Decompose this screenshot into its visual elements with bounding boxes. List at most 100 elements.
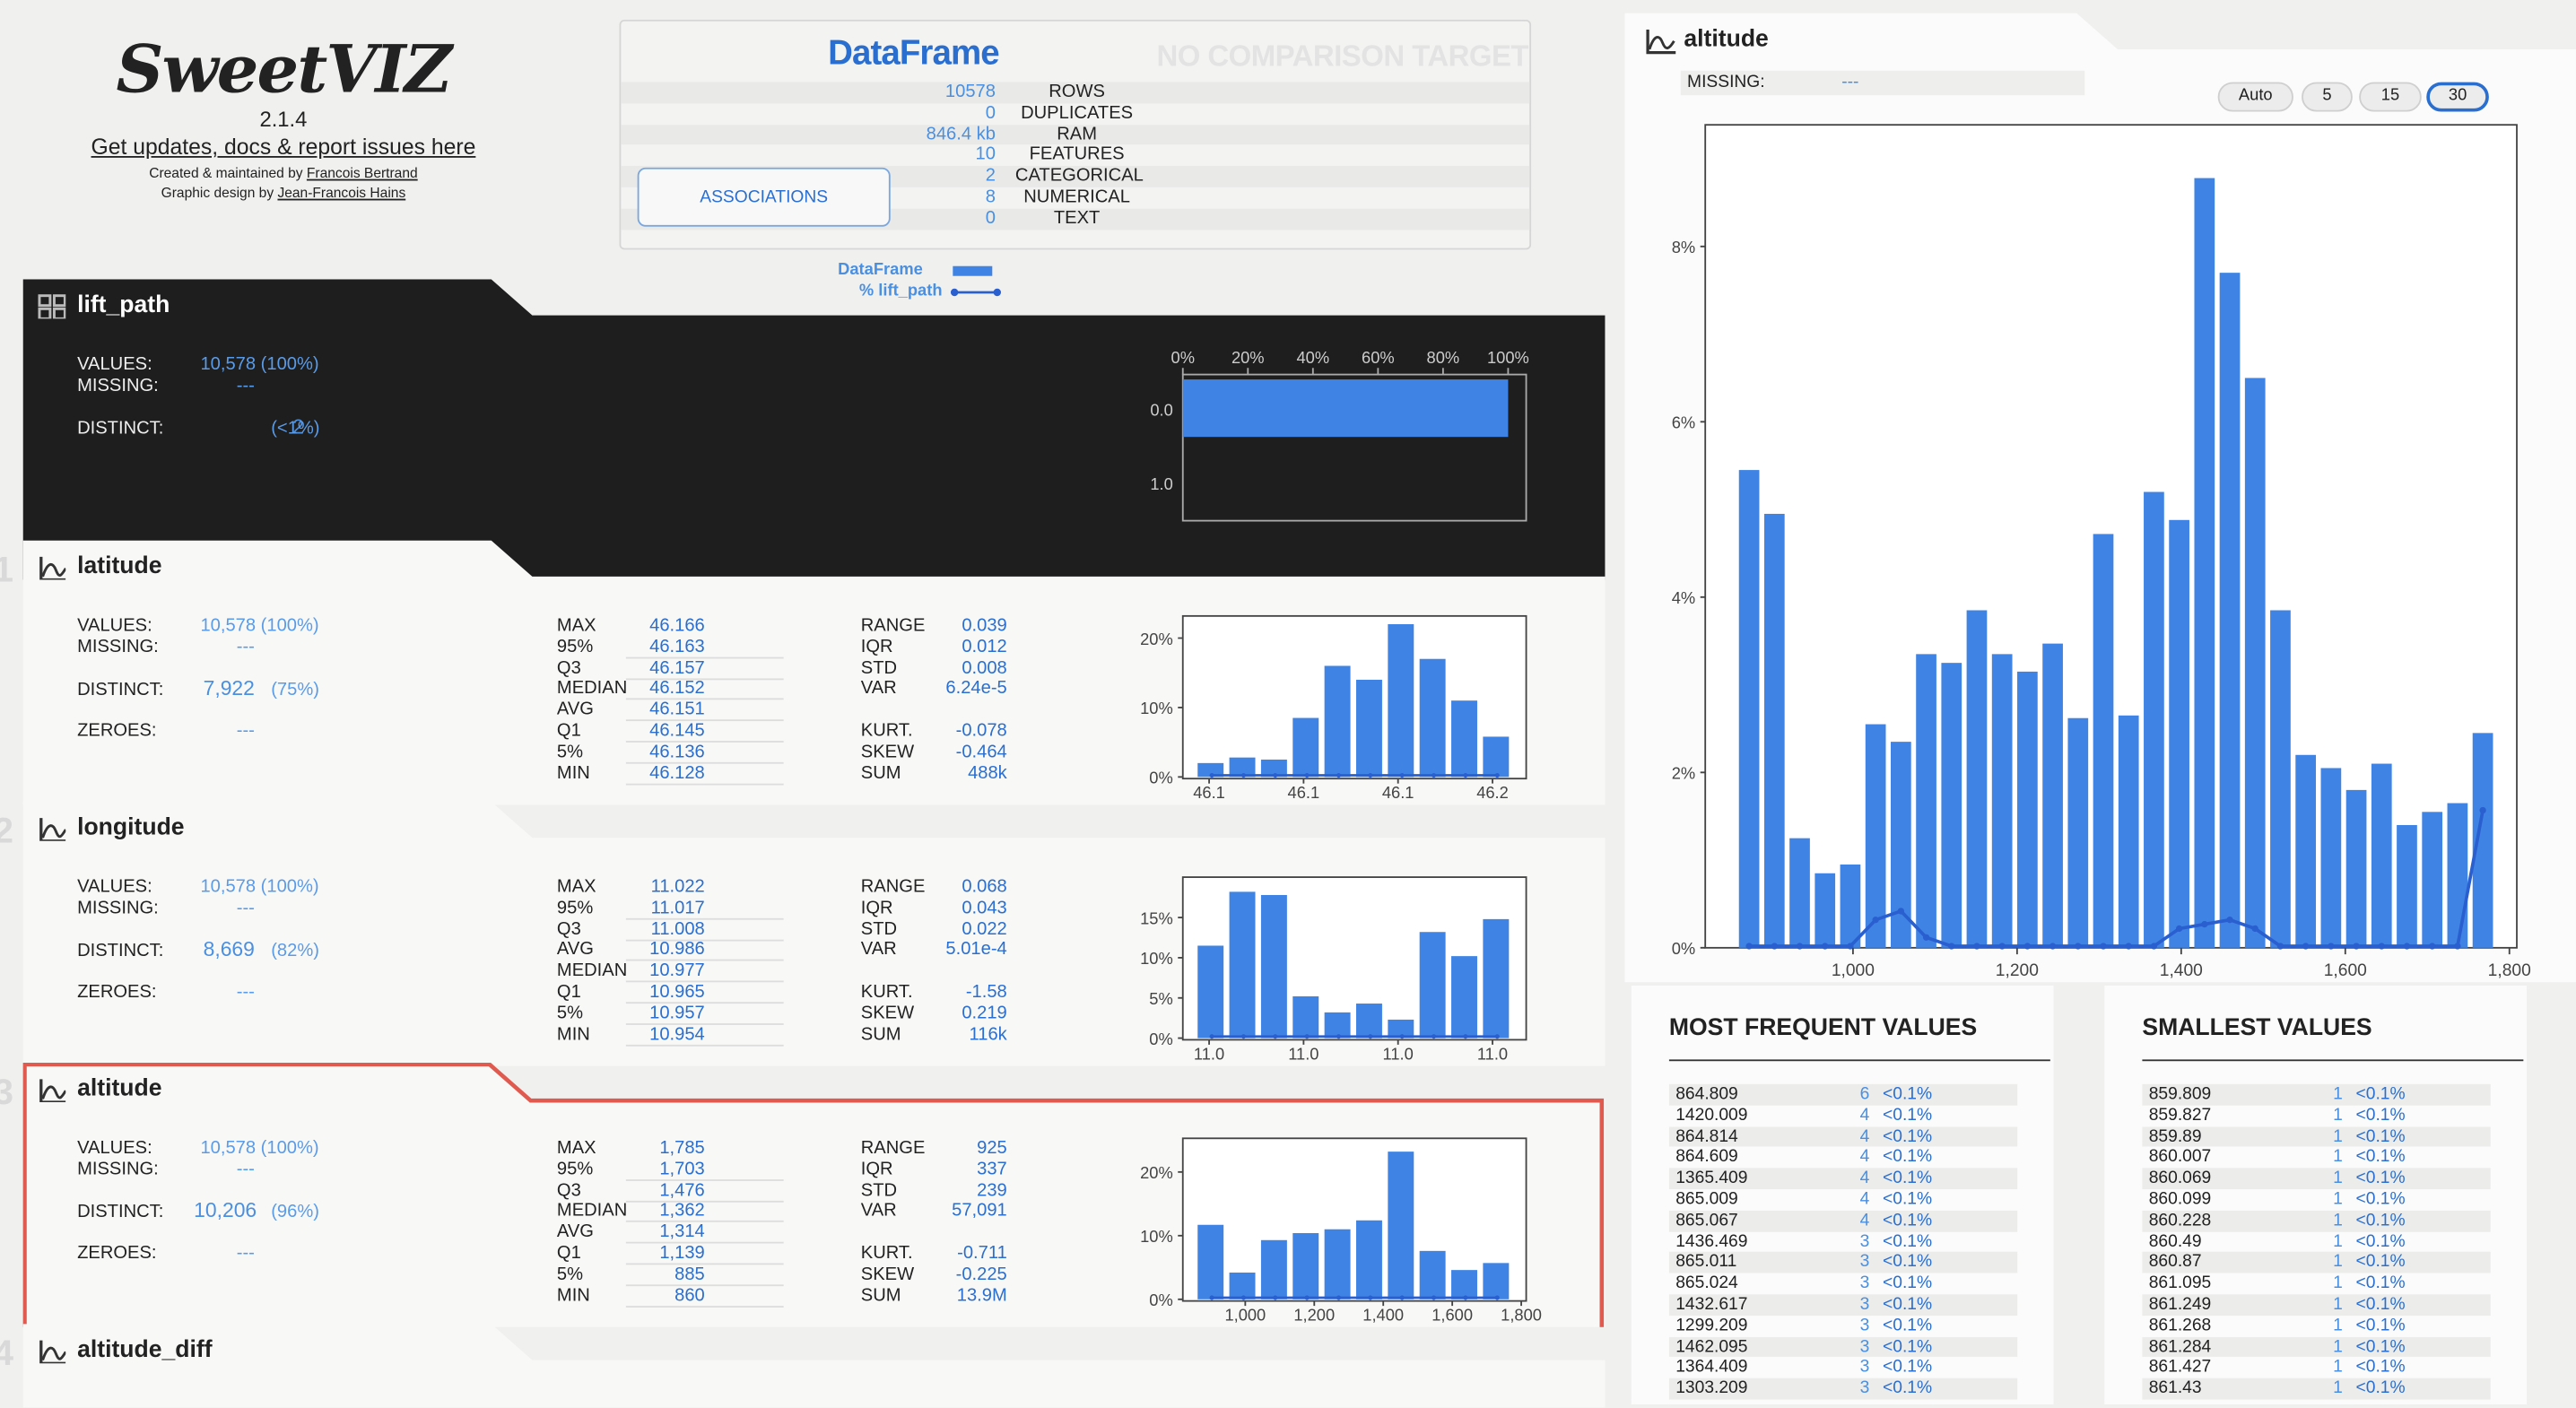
summary-row: 846.4 kb RAM [621, 124, 1530, 145]
updates-link[interactable]: Get updates, docs & report issues here [91, 135, 476, 160]
bin-button-15[interactable]: 15 [2359, 82, 2422, 112]
lift-path-bar-chart: 0% 20% 40% 60% 80% 100% 0.0 1.0 [1150, 348, 1529, 522]
quantile-row: Q3 11.008 [557, 919, 705, 940]
bar [1483, 918, 1510, 1039]
stat-row: SUM 116k [861, 1024, 1007, 1045]
feature-card-altitude[interactable]: altitude VALUES: MISSING: DISTINCT: ZEROES: 1… [22, 1063, 1606, 1327]
quantile-row: AVG 10.986 [557, 940, 705, 960]
value-row: 1436.469 3 <0.1% [1669, 1231, 2017, 1252]
quantile-row: MAX 11.022 [557, 877, 705, 898]
lift-path-point [1431, 1034, 1437, 1039]
percent-cell: <0.1% [1883, 1294, 1933, 1315]
lift-path-point [2175, 925, 2183, 933]
x-tick-label: 1,800 [1501, 1306, 1542, 1325]
lift-path-point [1336, 1034, 1342, 1039]
stat-value: 11.017 [650, 898, 705, 918]
quantile-row: Q1 1,139 [557, 1244, 705, 1265]
value-cell: 1364.409 [1675, 1357, 1748, 1378]
count-cell: 1 [2333, 1189, 2343, 1210]
feature-card-longitude[interactable]: longitude VALUES: MISSING: DISTINCT: ZEROES:… [22, 801, 1606, 1066]
card-background [22, 1324, 1606, 1408]
stat-value: 5.01e-4 [945, 940, 1007, 960]
summary-value: 846.4 kb [926, 124, 996, 144]
count-cell: 1 [2333, 1168, 2343, 1188]
x-tick-label: 11.0 [1194, 1044, 1224, 1063]
numeric-feature-icon [39, 1340, 66, 1364]
lift-path-point [1431, 772, 1437, 778]
lift-path-point [2150, 943, 2158, 950]
lift-path-point [1431, 1295, 1437, 1300]
stat-value: 10.977 [649, 960, 705, 981]
stat-label: MAX [556, 615, 596, 636]
lift-path-point [1240, 772, 1246, 778]
stat-value: 6.24e-5 [945, 679, 1007, 700]
lift-path-point [1209, 772, 1214, 778]
percent-cell: <0.1% [1883, 1147, 1933, 1168]
bar [2244, 378, 2266, 948]
x-tick-label: 0% [1171, 348, 1195, 367]
legend-series-lift-path: % lift_path [859, 281, 1023, 302]
x-tick-label: 40% [1297, 348, 1330, 367]
percent-cell: <0.1% [1883, 1378, 1933, 1399]
value-cell: 859.809 [2148, 1083, 2212, 1104]
summary-label: CATEGORICAL [1014, 166, 1144, 187]
percent-cell: <0.1% [1883, 1252, 1933, 1273]
detail-title: altitude [1684, 26, 1769, 53]
stat-label: KURT. [860, 721, 913, 742]
stat-value: 0.022 [962, 918, 1007, 939]
count-cell: 1 [2333, 1252, 2343, 1273]
distinct-count: 10,206 [194, 1199, 257, 1222]
value-cell: 865.011 [1675, 1252, 1737, 1273]
stat-label: STD [860, 918, 898, 939]
values-count: 10,578 (100%) [200, 354, 319, 375]
lift-path-point [1209, 1034, 1214, 1039]
x-tick-label: 11.0 [1288, 1044, 1318, 1063]
bar [1388, 624, 1414, 778]
designer-link[interactable]: Jean-Francois Hains [277, 184, 406, 201]
lift-path-point [1973, 943, 1980, 950]
feature-card-latitude[interactable]: latitude VALUES: MISSING: DISTINCT: ZEROES: 1… [22, 540, 1606, 805]
stat-label: 5% [556, 1003, 584, 1023]
quantile-row: 95% 46.163 [557, 637, 705, 657]
summary-value: 10 [975, 144, 996, 165]
bar [2118, 715, 2139, 948]
y-tick-label: 4% [1672, 588, 1695, 607]
y-tick-label: 6% [1672, 413, 1695, 432]
y-tick-label: 10% [1140, 699, 1173, 717]
author-link[interactable]: Francois Bertrand [306, 164, 418, 181]
value-row: 860.069 1 <0.1% [2142, 1168, 2491, 1190]
value-row: 860.099 1 <0.1% [2142, 1189, 2490, 1210]
detail-missing-row: MISSING: --- [1680, 70, 2085, 96]
quantile-row: Q3 1,476 [557, 1180, 705, 1201]
bin-button-auto[interactable]: Auto [2217, 82, 2293, 112]
numeric-feature-icon [1646, 29, 1676, 55]
bin-button-5[interactable]: 5 [2302, 82, 2353, 112]
bar [2144, 491, 2164, 948]
numeric-feature-icon [39, 1079, 66, 1103]
smallest-values-title: SMALLEST VALUES [2142, 1014, 2372, 1042]
percent-cell: <0.1% [1883, 1230, 1933, 1251]
bar [1260, 759, 1287, 778]
count-cell: 1 [2333, 1357, 2343, 1378]
value-row: 861.427 1 <0.1% [2142, 1358, 2490, 1378]
credit-line-1: Created & maintained by Francois Bertran… [149, 164, 418, 181]
stat-label: Q1 [556, 721, 581, 742]
feature-card-altitude-diff[interactable]: altitude_diff [22, 1324, 1606, 1408]
stat-value: 46.163 [649, 637, 705, 657]
count-cell: 3 [1859, 1273, 1870, 1293]
stat-label: Q1 [556, 982, 581, 1003]
bin-button-30[interactable]: 30 [2426, 82, 2489, 112]
y-tick-label: 10% [1140, 1227, 1173, 1246]
lift-path-point [1494, 772, 1500, 778]
stat-value: 860 [674, 1285, 705, 1306]
lift-path-point [2353, 943, 2360, 950]
bar [1840, 864, 1861, 948]
y-tick-label: 20% [1140, 630, 1173, 648]
associations-button[interactable]: ASSOCIATIONS [637, 167, 891, 227]
values-count: 10,578 (100%) [200, 1138, 319, 1159]
lift-path-point [2075, 943, 2082, 950]
stat-row: SKEW -0.225 [861, 1265, 1007, 1285]
most-frequent-title: MOST FREQUENT VALUES [1668, 1014, 1978, 1042]
feature-card-lift-path[interactable]: lift_path VALUES: MISSING: DISTINCT: 10,578 … [22, 279, 1606, 580]
missing-value: --- [236, 1160, 255, 1180]
